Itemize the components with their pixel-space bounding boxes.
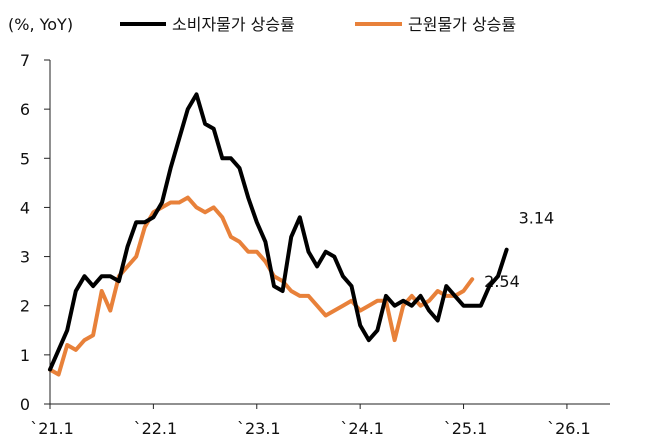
x-tick-label: `21.1: [30, 419, 74, 438]
y-tick-label: 2: [20, 297, 30, 316]
x-tick-label: `22.1: [134, 419, 178, 438]
series-layer: 2.54 3.14: [48, 92, 555, 377]
x-tick-label: `26.1: [547, 419, 591, 438]
y-axis-unit-label: (%, YoY): [8, 15, 73, 34]
y-tick-label: 0: [20, 395, 30, 414]
y-tick-label: 1: [20, 346, 30, 365]
x-tick-label: `23.1: [237, 419, 281, 438]
y-tick-label: 5: [20, 149, 30, 168]
series-end-label-0: 3.14: [519, 209, 555, 228]
y-tick-label: 6: [20, 100, 30, 119]
series-line-0: [48, 92, 509, 372]
x-axis: `21.1 `22.1 `23.1 `24.1 `25.1 `26.1: [30, 403, 610, 438]
y-tick-label: 7: [20, 51, 30, 70]
legend: 소비자물가 상승률 근원물가 상승률: [120, 15, 516, 34]
legend-label-core: 근원물가 상승률: [408, 15, 516, 34]
series-line-1: [48, 195, 475, 377]
legend-label-cpi: 소비자물가 상승률: [172, 15, 295, 34]
x-tick-label: `25.1: [444, 419, 488, 438]
x-tick-label: `24.1: [340, 419, 384, 438]
y-axis: 0 1 2 3 4 5 6 7: [20, 51, 51, 414]
y-tick-label: 4: [20, 198, 30, 217]
y-tick-label: 3: [20, 248, 30, 267]
series-end-label-1: 2.54: [484, 272, 520, 291]
